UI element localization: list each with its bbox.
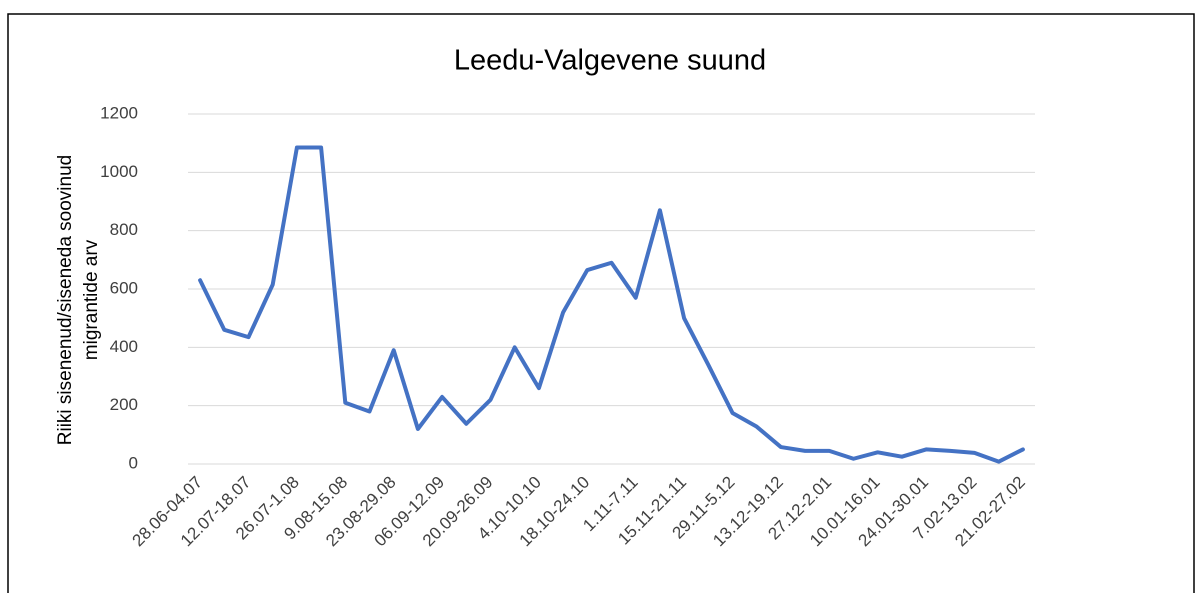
y-tick-label: 400 (110, 337, 138, 356)
y-axis-label-line: migrantide arv (81, 239, 102, 360)
y-tick-label: 1000 (100, 162, 138, 181)
y-tick-label: 600 (110, 278, 138, 297)
chart-frame (7, 13, 1195, 593)
y-axis-label: Riiki sisenenud/siseneda soovinud migran… (55, 155, 102, 445)
y-axis-label-line: Riiki sisenenud/siseneda soovinud (55, 155, 76, 445)
y-tick-label: 1200 (100, 103, 138, 122)
chart-title: Leedu-Valgevene suund (454, 45, 766, 77)
y-tick-label: 800 (110, 220, 138, 239)
y-tick-label: 0 (129, 453, 138, 472)
y-tick-label: 200 (110, 395, 138, 414)
data-line (198, 145, 1025, 464)
